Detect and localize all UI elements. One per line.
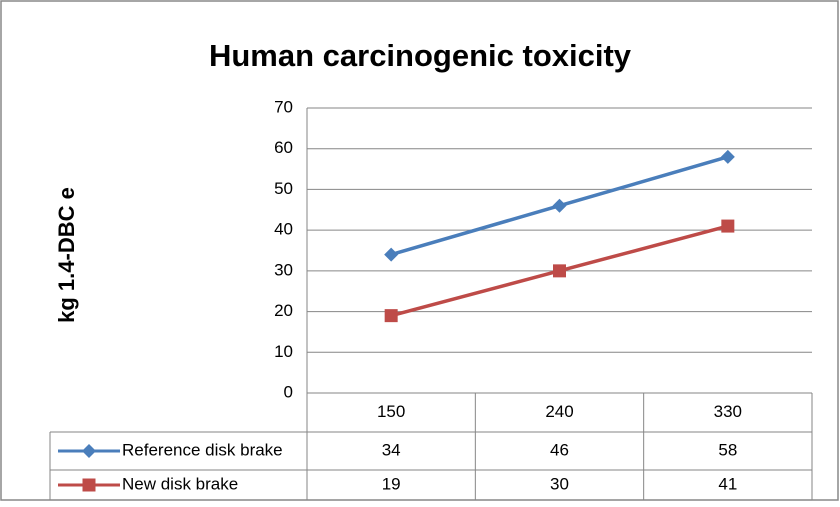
- y-tick-label: 0: [284, 382, 293, 401]
- y-tick-label: 10: [274, 342, 293, 361]
- point: [384, 247, 399, 262]
- table-value: 46: [550, 440, 569, 459]
- point: [720, 149, 735, 164]
- y-tick-label: 70: [274, 97, 293, 116]
- point: [384, 309, 398, 323]
- point: [552, 198, 567, 213]
- legend-label: New disk brake: [122, 474, 238, 493]
- legend-label: Reference disk brake: [122, 440, 283, 459]
- y-tick-label: 20: [274, 301, 293, 320]
- y-tick-label: 30: [274, 260, 293, 279]
- point: [82, 478, 96, 492]
- x-tick-label: 240: [545, 402, 573, 421]
- point: [553, 264, 566, 278]
- table-value: 34: [382, 440, 401, 459]
- table-value: 30: [550, 474, 569, 493]
- chart-title: Human carcinogenic toxicity: [209, 38, 632, 73]
- table-value: 19: [382, 474, 401, 493]
- y-axis-label: kg 1.4-DBC e: [54, 187, 79, 323]
- x-tick-label: 330: [714, 402, 742, 421]
- y-tick-label: 50: [274, 179, 293, 198]
- table-value: 58: [718, 440, 737, 459]
- point: [721, 219, 735, 233]
- point: [82, 444, 96, 458]
- table-value: 41: [718, 474, 737, 493]
- y-tick-label: 40: [274, 220, 293, 239]
- y-tick-label: 60: [274, 138, 293, 157]
- x-tick-label: 150: [377, 402, 405, 421]
